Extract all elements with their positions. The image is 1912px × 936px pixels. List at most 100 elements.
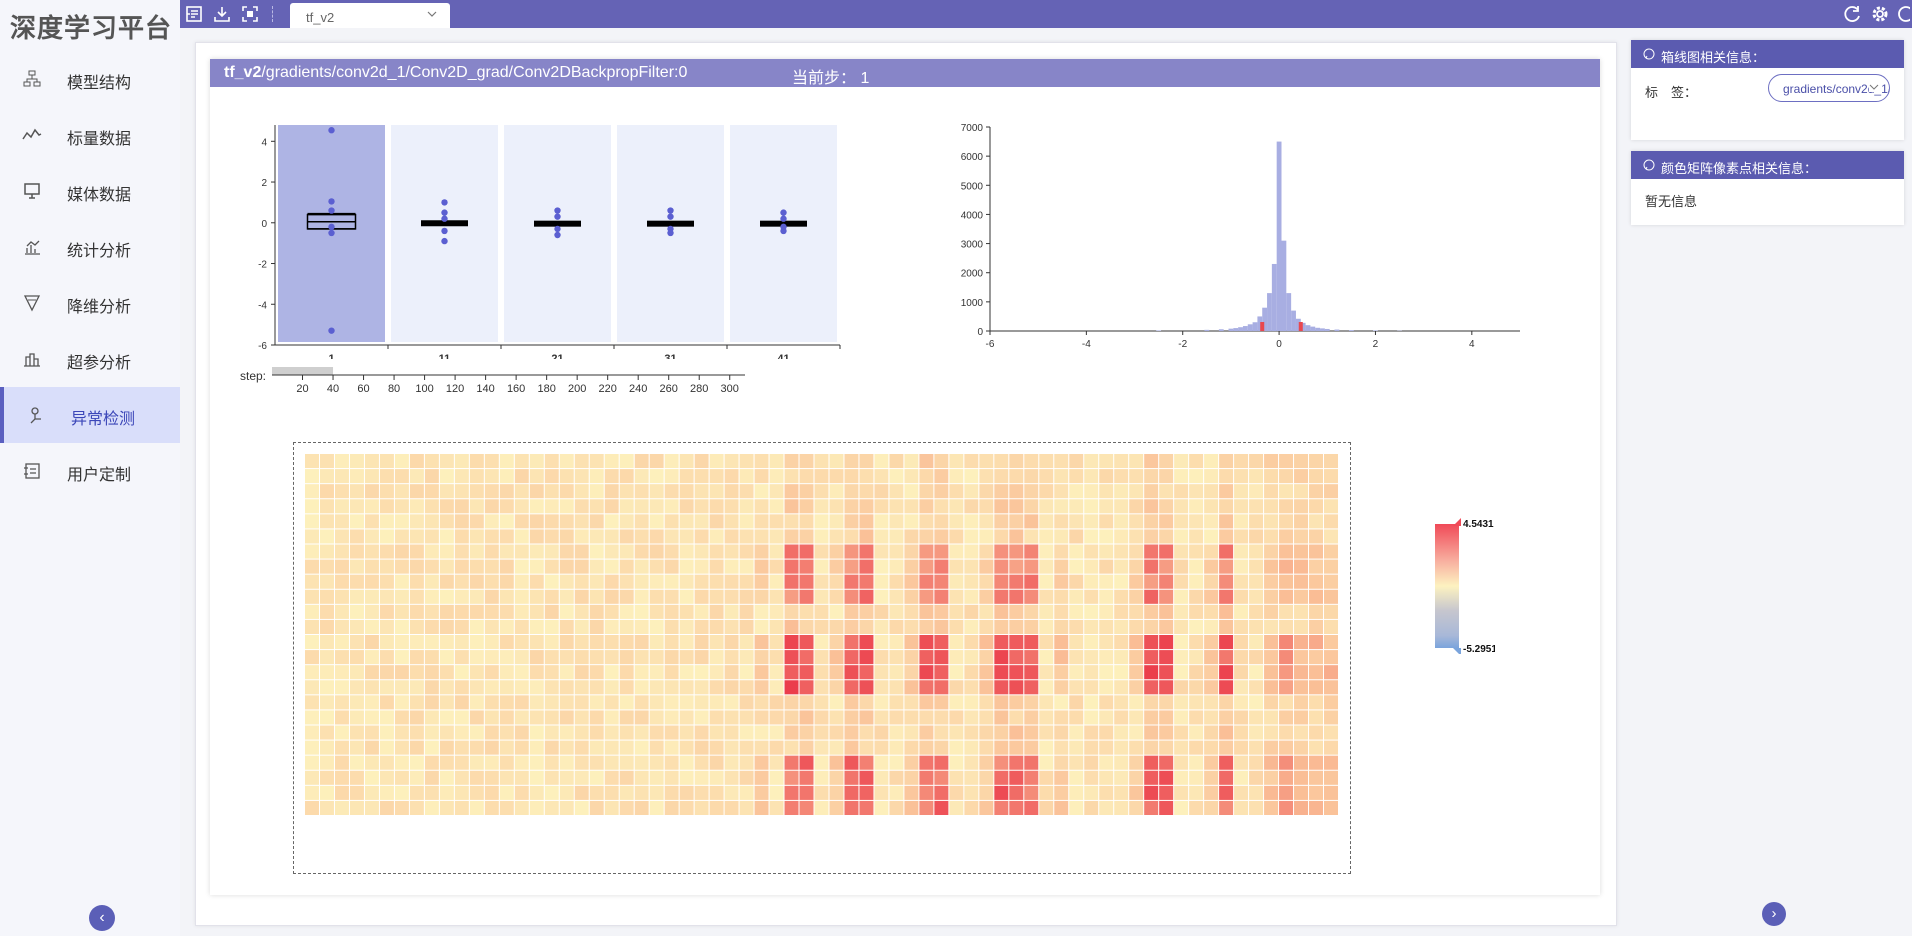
heatmap-cell: [1009, 800, 1024, 815]
heatmap-cell: [424, 785, 439, 800]
heatmap-cell: [949, 710, 964, 725]
heatmap-cell: [529, 770, 544, 785]
heatmap-cell: [1294, 619, 1309, 634]
heatmap-cell: [1324, 665, 1338, 680]
sidebar-item-user-custom[interactable]: 用户定制: [0, 443, 180, 499]
legend-max-marker: [1453, 518, 1461, 526]
heatmap-cell: [1264, 710, 1279, 725]
collapse-sidebar-button[interactable]: ‹: [89, 905, 115, 931]
heatmap-cell: [1234, 529, 1249, 544]
heatmap-cell: [1024, 604, 1039, 619]
heatmap-cell: [349, 619, 364, 634]
heatmap-cell: [1009, 650, 1024, 665]
heatmap-cell: [574, 529, 589, 544]
hist-bar: [1295, 318, 1301, 331]
heatmap-cell: [454, 680, 469, 695]
sidebar-item-media[interactable]: 媒体数据: [0, 163, 180, 219]
heatmap-cell: [499, 469, 514, 484]
heatmap-cell: [1309, 695, 1324, 710]
heatmap-cell: [394, 635, 409, 650]
heatmap-cell: [1159, 740, 1174, 755]
tab-run-select[interactable]: tf_v2: [290, 3, 450, 28]
heatmap-cell: [454, 755, 469, 770]
fullscreen-icon[interactable]: [240, 4, 260, 24]
heatmap-cell: [1159, 589, 1174, 604]
heatmap-cell: [439, 710, 454, 725]
box-plot-chart[interactable]: 420-2-4-61 11 21 31 41: [240, 119, 860, 359]
heatmap-cell: [1099, 469, 1114, 484]
heatmap-cell: [334, 710, 349, 725]
heatmap-cell: [1039, 695, 1054, 710]
sidebar-item-dim-reduce[interactable]: 降维分析: [0, 275, 180, 331]
sidebar-item-statistics[interactable]: 统计分析: [0, 219, 180, 275]
heatmap-cell: [934, 484, 949, 499]
heatmap-cell: [1129, 484, 1144, 499]
heatmap-cell: [979, 619, 994, 634]
heatmap-cell: [859, 665, 874, 680]
heatmap-cell: [814, 574, 829, 589]
heatmap-cell: [1039, 800, 1054, 815]
heatmap-cell: [754, 604, 769, 619]
sidebar-item-label: 标量数据: [67, 131, 132, 148]
heatmap-cell: [394, 484, 409, 499]
heatmap-cell: [589, 529, 604, 544]
heatmap-cell: [754, 725, 769, 740]
heatmap-cell: [904, 680, 919, 695]
heatmap-cell: [1249, 740, 1264, 755]
heatmap-cell: [664, 650, 679, 665]
heatmap-cell: [1249, 725, 1264, 740]
heatmap-cell: [544, 559, 559, 574]
import-icon[interactable]: [184, 4, 204, 24]
heatmap-cell: [499, 755, 514, 770]
heatmap-cell: [454, 499, 469, 514]
heatmap-cell: [1069, 454, 1084, 469]
heatmap-cell: [484, 740, 499, 755]
heatmap-cell: [439, 619, 454, 634]
outlier-point: [554, 225, 561, 233]
heatmap-cell: [634, 529, 649, 544]
tensor-path: /gradients/conv2d_1/Conv2D_grad/Conv2DBa…: [261, 64, 688, 81]
heatmap-cell: [874, 785, 889, 800]
hist-y-tick-label: 3000: [961, 240, 984, 251]
settings-icon[interactable]: [1870, 4, 1890, 24]
heatmap-cell: [934, 665, 949, 680]
heatmap-cell: [544, 740, 559, 755]
heatmap-cell: [1264, 574, 1279, 589]
sidebar-item-scalar[interactable]: 标量数据: [0, 107, 180, 163]
tag-select[interactable]: gradients/conv2d_1/Conv2D_grad/Conv2DBac…: [1768, 74, 1890, 102]
heatmap-cell: [844, 604, 859, 619]
heatmap-cell: [1204, 514, 1219, 529]
heatmap-cell: [1069, 785, 1084, 800]
refresh-icon[interactable]: [1842, 4, 1862, 24]
heatmap-matrix[interactable]: [305, 454, 1341, 818]
sidebar-item-hyperparam[interactable]: 超参分析: [0, 331, 180, 387]
heatmap-cell: [1099, 499, 1114, 514]
sidebar-item-anomaly[interactable]: 异常检测: [0, 387, 180, 443]
heatmap-cell: [589, 695, 604, 710]
heatmap-cell: [334, 650, 349, 665]
heatmap-cell: [919, 559, 934, 574]
heatmap-cell: [1204, 499, 1219, 514]
heatmap-cell: [1129, 755, 1144, 770]
heatmap-cell: [1219, 785, 1234, 800]
hist-bar: [1218, 329, 1224, 331]
heatmap-cell: [874, 755, 889, 770]
heatmap-cell: [859, 484, 874, 499]
heatmap-cell: [1189, 665, 1204, 680]
heatmap-cell: [604, 589, 619, 604]
heatmap-cell: [1144, 499, 1159, 514]
download-icon[interactable]: [212, 4, 232, 24]
help-icon[interactable]: [1896, 4, 1910, 24]
heatmap-cell: [1294, 514, 1309, 529]
heatmap-cell: [1294, 665, 1309, 680]
heatmap-cell: [934, 529, 949, 544]
heatmap-cell: [1219, 725, 1234, 740]
step-slider[interactable]: step:20 40 60 80 100 120 140 160 180 200 220 240 260…: [240, 367, 760, 403]
heatmap-cell: [499, 514, 514, 529]
heatmap-cell: [1234, 499, 1249, 514]
expand-right-panel-button[interactable]: ›: [1762, 902, 1786, 926]
heatmap-cell: [364, 755, 379, 770]
sidebar-item-model-structure[interactable]: 模型结构: [0, 51, 180, 107]
heatmap-cell: [1129, 695, 1144, 710]
heatmap-cell: [1039, 785, 1054, 800]
